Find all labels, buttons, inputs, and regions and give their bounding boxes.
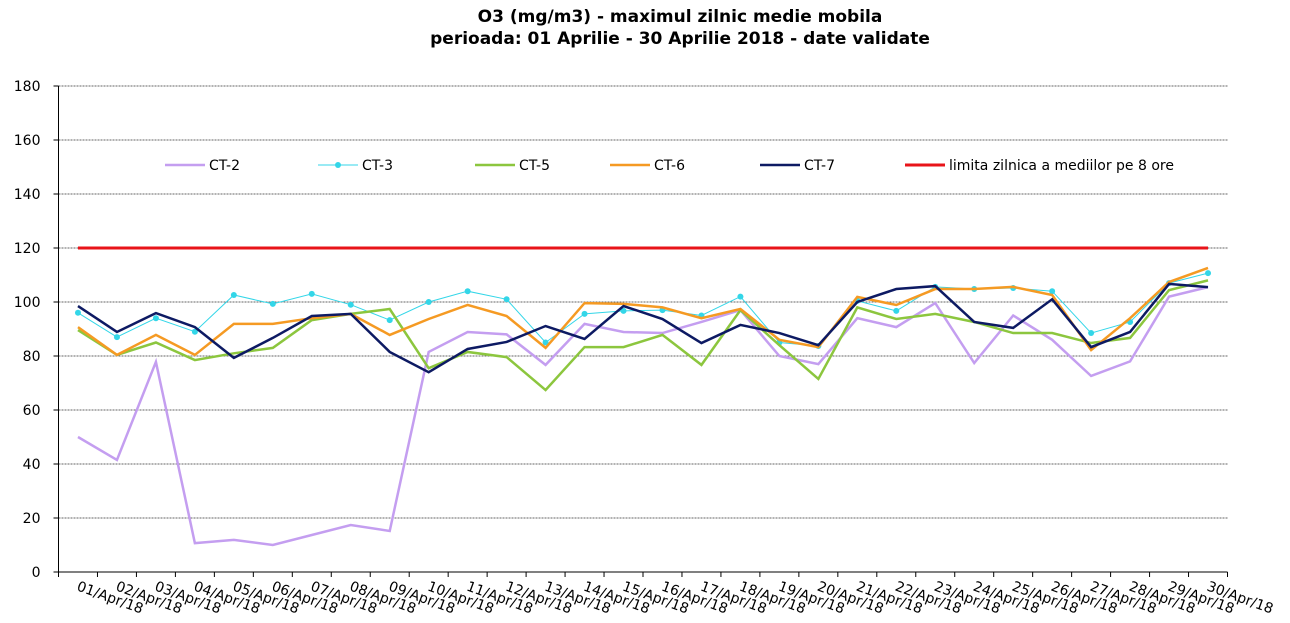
legend-label: CT-5 (519, 158, 550, 174)
point (425, 299, 432, 305)
series-line (77, 279, 1209, 392)
y-tick-label: 160 (14, 133, 41, 149)
y-tick-label: 120 (14, 241, 41, 257)
series-line (77, 282, 1209, 374)
point (464, 288, 471, 295)
point (737, 293, 744, 300)
point (308, 290, 315, 297)
point (113, 334, 120, 341)
y-tick-label: 100 (14, 295, 41, 311)
point (152, 315, 159, 322)
legend-label: limita zilnica a mediilor pe 8 ore (949, 158, 1174, 174)
legend-marker (335, 162, 341, 168)
point (581, 310, 588, 317)
y-tick-label: 40 (23, 457, 41, 473)
point (386, 317, 393, 324)
point (620, 307, 627, 314)
point (191, 328, 198, 335)
point (542, 339, 549, 346)
y-tick-label: 80 (23, 349, 41, 365)
legend-label: CT-6 (654, 158, 685, 174)
y-tick-label: 0 (32, 565, 41, 581)
y-tick-label: 60 (23, 403, 41, 419)
y-tick-label: 140 (14, 187, 41, 203)
chart-subtitle: perioada: 01 Aprilie - 30 Aprilie 2018 -… (430, 29, 930, 49)
chart-title: O3 (mg/m3) - maximul zilnic medie mobila (478, 7, 883, 27)
y-tick-label: 180 (14, 79, 41, 95)
series-line (77, 285, 1209, 547)
legend-label: CT-7 (804, 158, 835, 174)
y-tick-label: 20 (23, 511, 41, 527)
point (1205, 270, 1212, 277)
point (269, 300, 276, 307)
legend-label: CT-2 (209, 158, 240, 174)
point (1049, 288, 1056, 295)
point (893, 307, 900, 314)
point (230, 291, 237, 298)
point (503, 296, 510, 303)
point (347, 301, 354, 308)
point (1088, 330, 1095, 337)
series-line (77, 266, 1209, 357)
legend-label: CT-3 (362, 158, 393, 174)
point (74, 309, 81, 316)
